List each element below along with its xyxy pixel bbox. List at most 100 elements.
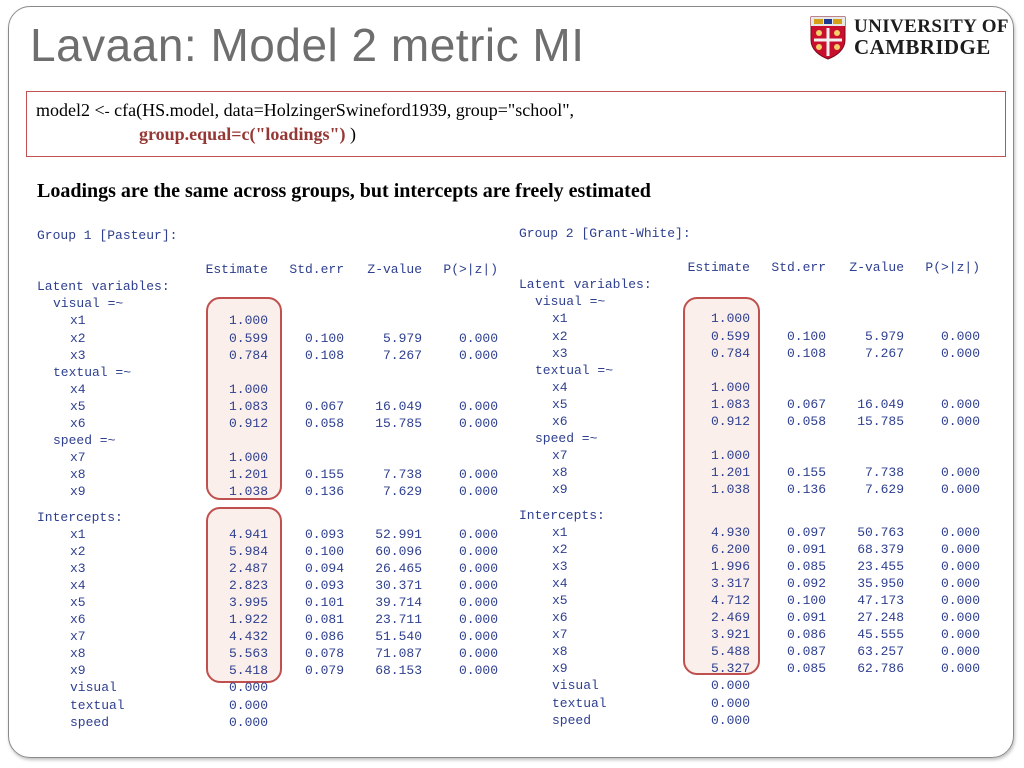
std-err-cell: 0.058: [304, 416, 344, 432]
estimate-cell: 2.823: [228, 577, 268, 593]
std-err-cell: 0.091: [786, 541, 826, 557]
variable-name: x3: [552, 558, 568, 574]
std-err-cell: 0.092: [786, 575, 826, 591]
estimate-cell: 1.000: [710, 311, 750, 327]
intercepts-label: Intercepts:: [37, 509, 123, 525]
cambridge-crest-icon: [810, 16, 846, 60]
variable-name: x4: [70, 577, 86, 593]
p-value-cell: 0.000: [940, 558, 980, 574]
std-err-cell: 0.058: [786, 414, 826, 430]
z-value-cell: 23.711: [375, 612, 422, 628]
variable-name: x1: [70, 313, 86, 329]
variable-name: x5: [552, 592, 568, 608]
variable-name: x7: [70, 450, 86, 466]
p-value-cell: 0.000: [940, 482, 980, 498]
estimate-cell: 1.083: [710, 396, 750, 412]
p-value-cell: 0.000: [458, 560, 498, 576]
z-value-cell: 62.786: [857, 661, 904, 677]
z-value-cell: 35.950: [857, 575, 904, 591]
variable-name: x5: [70, 594, 86, 610]
p-value-col-header: P(>|z|): [443, 262, 498, 278]
z-value-cell: 5.979: [382, 330, 422, 346]
std-err-cell: 0.136: [304, 484, 344, 500]
estimate-cell: 4.712: [710, 592, 750, 608]
z-value-cell: 52.991: [375, 526, 422, 542]
z-value-cell: 47.173: [857, 592, 904, 608]
std-err-cell: 0.091: [786, 610, 826, 626]
variable-name: speed: [552, 712, 592, 728]
slide-subtitle: Loadings are the same across groups, but…: [37, 180, 651, 202]
p-value-cell: 0.000: [458, 577, 498, 593]
variable-name: x6: [70, 416, 86, 432]
z-value-cell: 5.979: [864, 328, 904, 344]
slide-title: Lavaan: Model 2 metric MI: [30, 19, 585, 71]
variable-name: x5: [70, 398, 86, 414]
p-value-cell: 0.000: [458, 416, 498, 432]
std-err-cell: 0.081: [304, 612, 344, 628]
p-value-cell: 0.000: [458, 663, 498, 679]
std-err-cell: 0.100: [304, 330, 344, 346]
estimate-cell: 0.599: [228, 330, 268, 346]
variable-name: x7: [70, 629, 86, 645]
std-err-cell: 0.108: [304, 347, 344, 363]
variable-name: x9: [552, 482, 568, 498]
variable-name: x8: [552, 644, 568, 660]
p-value-cell: 0.000: [940, 541, 980, 557]
estimate-cell: 3.921: [710, 627, 750, 643]
z-value-cell: 15.785: [857, 414, 904, 430]
variable-name: x8: [70, 467, 86, 483]
variable-name: x4: [552, 379, 568, 395]
z-value-cell: 27.248: [857, 610, 904, 626]
p-value-cell: 0.000: [940, 575, 980, 591]
variable-name: x8: [552, 465, 568, 481]
estimate-col-header: Estimate: [687, 260, 750, 276]
variable-name: x1: [552, 311, 568, 327]
variable-name: x9: [70, 484, 86, 500]
estimate-cell: 0.000: [710, 678, 750, 694]
factor-label: speed =~: [53, 433, 116, 449]
latent-variables-label: Latent variables:: [37, 279, 170, 295]
p-value-cell: 0.000: [458, 629, 498, 645]
std-err-cell: 0.155: [304, 467, 344, 483]
variable-name: x9: [70, 663, 86, 679]
p-value-cell: 0.000: [458, 543, 498, 559]
p-value-cell: 0.000: [458, 526, 498, 542]
intercepts-label: Intercepts:: [519, 507, 605, 523]
variable-name: x6: [70, 612, 86, 628]
variable-name: x2: [552, 541, 568, 557]
z-value-cell: 7.267: [382, 347, 422, 363]
variable-name: x3: [70, 560, 86, 576]
estimate-cell: 0.784: [710, 345, 750, 361]
estimate-cell: 5.418: [228, 663, 268, 679]
variable-name: x6: [552, 414, 568, 430]
z-value-col-header: Z-value: [849, 260, 904, 276]
z-value-cell: 7.267: [864, 345, 904, 361]
variable-name: x2: [552, 328, 568, 344]
estimate-cell: 1.000: [710, 448, 750, 464]
variable-name: x3: [552, 345, 568, 361]
std-err-cell: 0.067: [304, 398, 344, 414]
z-value-cell: 7.629: [864, 482, 904, 498]
p-value-cell: 0.000: [458, 347, 498, 363]
estimate-highlight-g2: [683, 297, 760, 675]
university-logo: UNIVERSITY OF CAMBRIDGE: [810, 16, 1010, 64]
std-err-col-header: Std.err: [289, 262, 344, 278]
std-err-cell: 0.086: [304, 629, 344, 645]
z-value-cell: 51.540: [375, 629, 422, 645]
p-value-cell: 0.000: [458, 612, 498, 628]
std-err-cell: 0.085: [786, 661, 826, 677]
estimate-cell: 1.996: [710, 558, 750, 574]
variable-name: textual: [552, 695, 607, 711]
std-err-cell: 0.078: [304, 646, 344, 662]
variable-name: x4: [552, 575, 568, 591]
estimate-cell: 0.000: [228, 714, 268, 730]
estimate-cell: 1.000: [228, 450, 268, 466]
estimate-cell: 0.912: [228, 416, 268, 432]
slide-frame: [8, 6, 1014, 758]
p-value-cell: 0.000: [940, 396, 980, 412]
estimate-cell: 0.000: [710, 695, 750, 711]
z-value-col-header: Z-value: [367, 262, 422, 278]
code-line-1: model2 <- cfa(HS.model, data=HolzingerSw…: [36, 100, 574, 121]
std-err-cell: 0.136: [786, 482, 826, 498]
estimate-cell: 0.599: [710, 328, 750, 344]
